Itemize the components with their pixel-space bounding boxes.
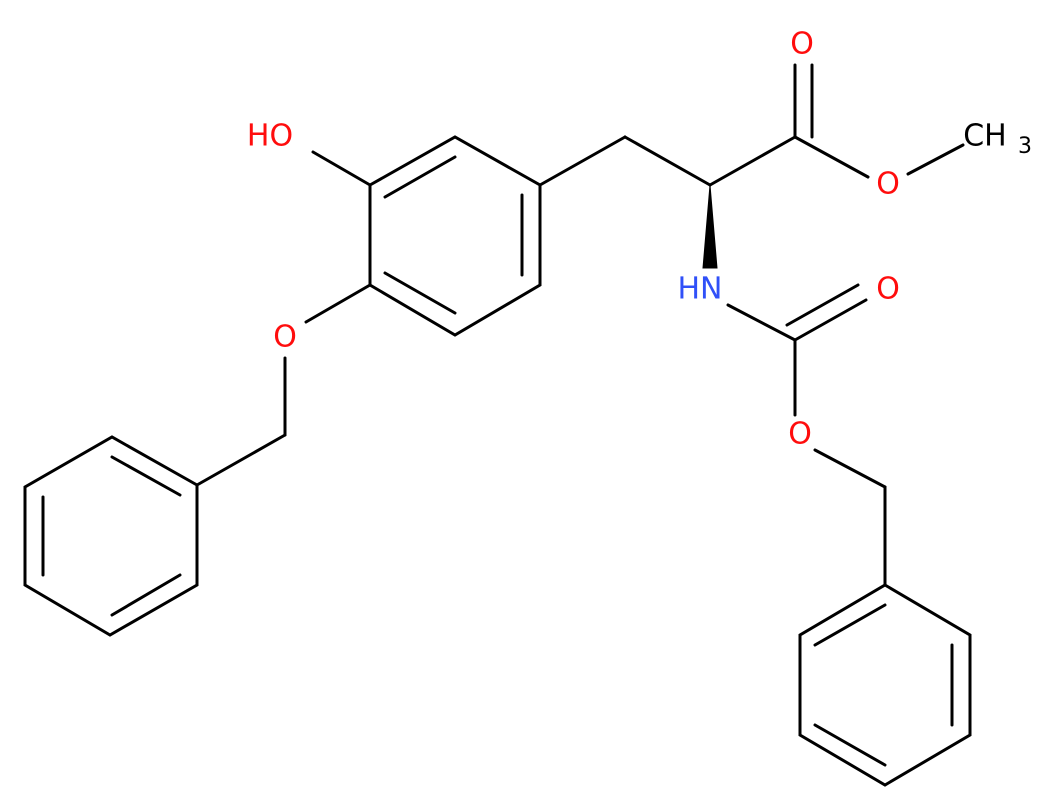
ring <box>23 435 199 637</box>
double-bond <box>785 283 860 327</box>
atom-label: O <box>876 167 900 202</box>
atom-label: O <box>788 417 812 452</box>
double-bond <box>110 455 182 497</box>
atom-label: O <box>273 320 297 355</box>
atom-labels: HO O O O CH 3 HN O O <box>247 27 1032 452</box>
atom-label: O <box>876 272 900 307</box>
double-bond <box>813 603 887 647</box>
bond <box>708 135 797 187</box>
bond <box>726 303 797 342</box>
bond <box>793 135 870 179</box>
atom-label: O <box>790 27 814 62</box>
double-bond <box>793 298 868 342</box>
ring <box>798 583 972 787</box>
atom-label: CH <box>963 119 1007 154</box>
atom-label: HN <box>678 272 723 307</box>
double-bond <box>813 723 887 767</box>
atom-subscript: 3 <box>1018 134 1032 159</box>
bond <box>195 433 287 487</box>
double-bond <box>383 271 457 315</box>
bonds <box>23 63 972 787</box>
double-bond <box>110 573 182 617</box>
bond <box>311 150 372 187</box>
double-bond <box>383 155 457 199</box>
atom-label: HO <box>247 119 293 154</box>
bond <box>623 135 712 187</box>
bond <box>304 283 372 324</box>
wedge-bond <box>702 184 718 269</box>
bond <box>813 448 887 489</box>
bond <box>906 143 965 176</box>
ring <box>368 135 542 337</box>
bond <box>538 135 627 187</box>
